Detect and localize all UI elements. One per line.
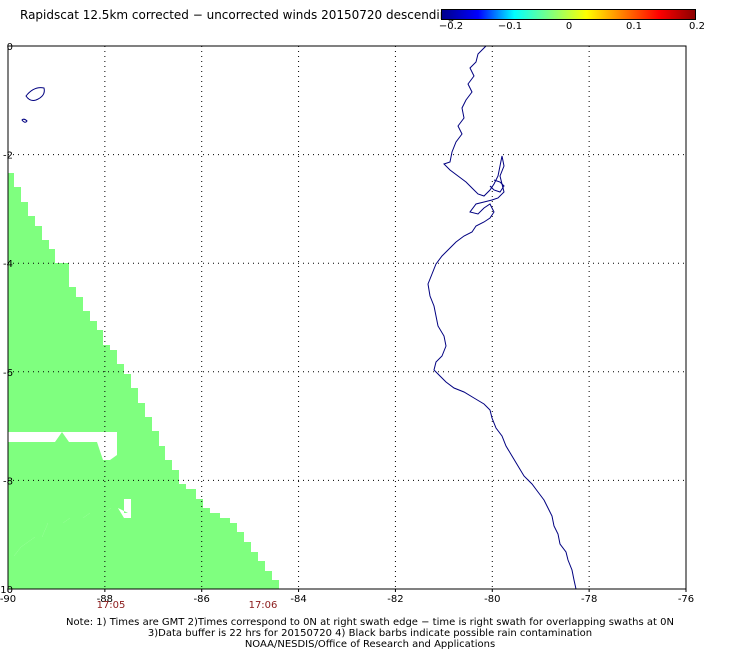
x-tick-label: -86 <box>194 594 210 605</box>
colorbar-label-neg: −0.1 <box>497 21 523 32</box>
colorbar <box>441 9 696 20</box>
note-line-2: 3)Data buffer is 22 hrs for 20150720 4) … <box>147 628 593 639</box>
wind-swath <box>8 173 279 589</box>
swath-gap <box>8 432 117 460</box>
islet-outline <box>21 118 28 123</box>
x-tick-label: -84 <box>290 594 306 605</box>
map-grid <box>8 46 686 589</box>
y-tick-label: -6 <box>3 368 13 379</box>
map-title: Rapidscat 12.5km corrected − uncorrected… <box>20 8 455 22</box>
x-tick-label: -76 <box>678 594 694 605</box>
colorbar-label-min: −0.2 <box>438 21 464 32</box>
colorbar-label-max: 0.2 <box>689 21 705 32</box>
island-outline <box>25 87 45 101</box>
swath-time-label: 17:05 <box>97 600 126 611</box>
swath-south-segment <box>8 484 279 589</box>
y-tick-label: -8 <box>3 476 13 487</box>
x-tick-label: -82 <box>387 594 403 605</box>
y-tick-label: 0 <box>7 42 13 53</box>
x-tick-label: -78 <box>581 594 597 605</box>
x-tick-label: -80 <box>484 594 500 605</box>
colorbar-label-pos: 0.1 <box>626 21 642 32</box>
y-tick-label: -2 <box>3 151 13 162</box>
map-frame <box>7 45 687 590</box>
swath-time-label: 17:06 <box>249 600 278 611</box>
x-tick-label: -88 <box>97 594 113 605</box>
axis-ticks: -90 -88 -86 -84 -82 -80 -78 -76 0 -2 -4 -6 -8 -10 17:0… <box>0 42 694 611</box>
note-line-3: NOAA/NESDIS/Office of Research and Appli… <box>244 639 496 650</box>
colorbar-label-zero: 0 <box>565 21 573 32</box>
coastline-gulf <box>489 179 505 193</box>
y-tick-label: -4 <box>3 259 13 270</box>
note-line-1: Note: 1) Times are GMT 2)Times correspon… <box>66 617 674 628</box>
coastline-mainland <box>427 45 577 590</box>
y-tick-label: -10 <box>0 585 13 596</box>
x-tick-label: -90 <box>0 594 16 605</box>
coastline <box>21 45 577 590</box>
